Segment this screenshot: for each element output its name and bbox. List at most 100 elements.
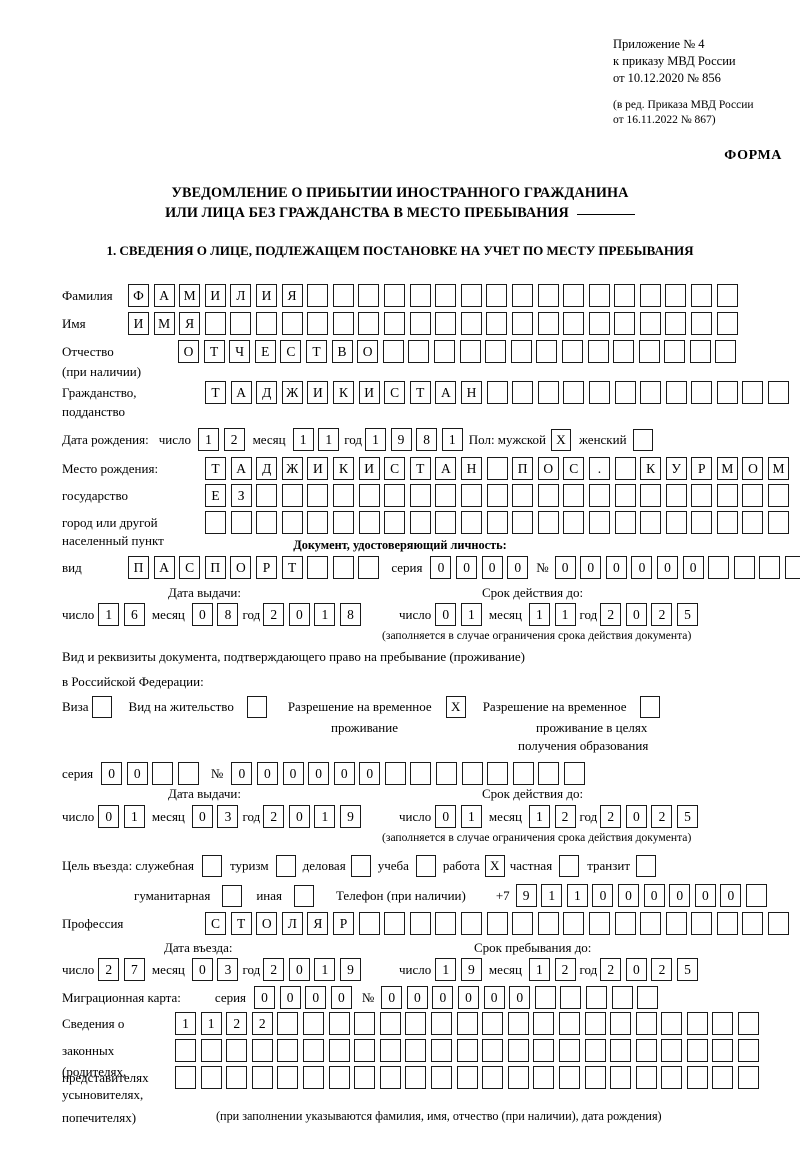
legal-row-2-input[interactable] — [175, 1039, 760, 1062]
form-cell[interactable] — [534, 986, 556, 1009]
form-cell[interactable] — [307, 284, 329, 307]
form-cell[interactable] — [302, 1039, 324, 1062]
form-cell[interactable]: 1 — [441, 428, 463, 451]
form-cell[interactable] — [640, 381, 662, 404]
form-cell[interactable] — [409, 284, 431, 307]
form-cell[interactable]: 1 — [292, 428, 314, 451]
form-cell[interactable] — [354, 1012, 376, 1035]
form-cell[interactable]: 9 — [460, 958, 482, 981]
form-cell[interactable] — [537, 284, 559, 307]
form-cell[interactable] — [716, 912, 738, 935]
form-cell[interactable] — [486, 457, 508, 480]
form-cell[interactable] — [430, 1012, 452, 1035]
form-cell[interactable]: 1 — [318, 428, 340, 451]
purpose-private-checkbox[interactable] — [559, 855, 580, 877]
form-cell[interactable] — [712, 1066, 734, 1089]
form-cell[interactable]: Н — [460, 457, 482, 480]
form-cell[interactable] — [456, 1066, 478, 1089]
form-cell[interactable] — [588, 484, 610, 507]
form-cell[interactable] — [742, 511, 764, 534]
form-cell[interactable] — [738, 1039, 760, 1062]
purpose-tourism-checkbox[interactable] — [275, 855, 296, 877]
form-cell[interactable] — [768, 912, 790, 935]
form-cell[interactable]: З — [230, 484, 252, 507]
form-cell[interactable]: 9 — [390, 428, 412, 451]
form-cell[interactable] — [639, 284, 661, 307]
purpose-work-checkbox[interactable]: Х — [484, 855, 505, 877]
form-cell[interactable]: 5 — [677, 603, 699, 626]
form-cell[interactable] — [277, 1039, 299, 1062]
form-cell[interactable]: М — [179, 284, 201, 307]
form-cell[interactable] — [281, 511, 303, 534]
form-cell[interactable] — [665, 912, 687, 935]
form-cell[interactable]: 3 — [217, 805, 239, 828]
form-cell[interactable] — [384, 511, 406, 534]
form-cell[interactable] — [691, 381, 713, 404]
form-cell[interactable] — [226, 1066, 248, 1089]
form-cell[interactable]: О — [537, 457, 559, 480]
form-cell[interactable]: Т — [409, 381, 431, 404]
form-cell[interactable]: 2 — [98, 958, 120, 981]
form-cell[interactable] — [536, 340, 558, 363]
form-cell[interactable] — [588, 284, 610, 307]
form-cell[interactable]: Ф — [128, 284, 149, 307]
form-cell[interactable] — [587, 340, 609, 363]
form-cell[interactable] — [328, 1012, 350, 1035]
form-cell[interactable] — [328, 1066, 350, 1089]
form-cell[interactable] — [708, 556, 730, 579]
form-cell[interactable]: 0 — [305, 986, 327, 1009]
form-cell[interactable] — [640, 912, 662, 935]
form-cell[interactable] — [563, 284, 585, 307]
form-cell[interactable] — [635, 1012, 657, 1035]
form-cell[interactable]: 6 — [123, 603, 145, 626]
form-cell[interactable] — [742, 381, 764, 404]
form-cell[interactable] — [354, 1066, 376, 1089]
form-cell[interactable] — [665, 511, 687, 534]
form-cell[interactable] — [485, 340, 507, 363]
legal-row-3-input[interactable] — [175, 1066, 760, 1089]
form-cell[interactable]: С — [205, 912, 226, 935]
form-cell[interactable] — [482, 1039, 504, 1062]
form-cell[interactable]: Я — [179, 312, 201, 335]
form-cell[interactable] — [354, 1039, 376, 1062]
form-cell[interactable]: 8 — [217, 603, 239, 626]
form-cell[interactable]: М — [768, 457, 790, 480]
form-cell[interactable]: Р — [691, 457, 713, 480]
form-cell[interactable]: Д — [256, 381, 278, 404]
form-cell[interactable]: М — [716, 457, 738, 480]
form-cell[interactable] — [251, 1066, 273, 1089]
form-cell[interactable] — [358, 511, 380, 534]
form-cell[interactable] — [460, 284, 482, 307]
purpose-official-checkbox[interactable] — [201, 855, 222, 877]
form-cell[interactable]: 1 — [197, 428, 219, 451]
form-cell[interactable] — [561, 340, 583, 363]
form-cell[interactable]: Т — [230, 912, 252, 935]
form-cell[interactable] — [332, 556, 354, 579]
form-cell[interactable]: 0 — [432, 986, 454, 1009]
temp-residence-education-checkbox[interactable] — [639, 696, 660, 718]
form-cell[interactable] — [512, 484, 534, 507]
form-cell[interactable] — [230, 511, 252, 534]
form-cell[interactable]: 1 — [314, 958, 336, 981]
form-cell[interactable]: 9 — [340, 958, 362, 981]
form-cell[interactable] — [436, 762, 458, 785]
form-cell[interactable] — [507, 1012, 529, 1035]
form-cell[interactable] — [716, 284, 738, 307]
form-cell[interactable] — [588, 312, 610, 335]
form-cell[interactable]: Р — [332, 912, 354, 935]
form-cell[interactable]: 0 — [254, 986, 276, 1009]
form-cell[interactable]: 0 — [625, 805, 647, 828]
form-cell[interactable] — [537, 912, 559, 935]
form-cell[interactable]: С — [384, 457, 406, 480]
form-cell[interactable]: 3 — [217, 958, 239, 981]
form-cell[interactable] — [665, 484, 687, 507]
form-cell[interactable]: Ч — [229, 340, 251, 363]
form-cell[interactable] — [433, 340, 455, 363]
form-cell[interactable]: Е — [254, 340, 276, 363]
form-cell[interactable] — [563, 484, 585, 507]
